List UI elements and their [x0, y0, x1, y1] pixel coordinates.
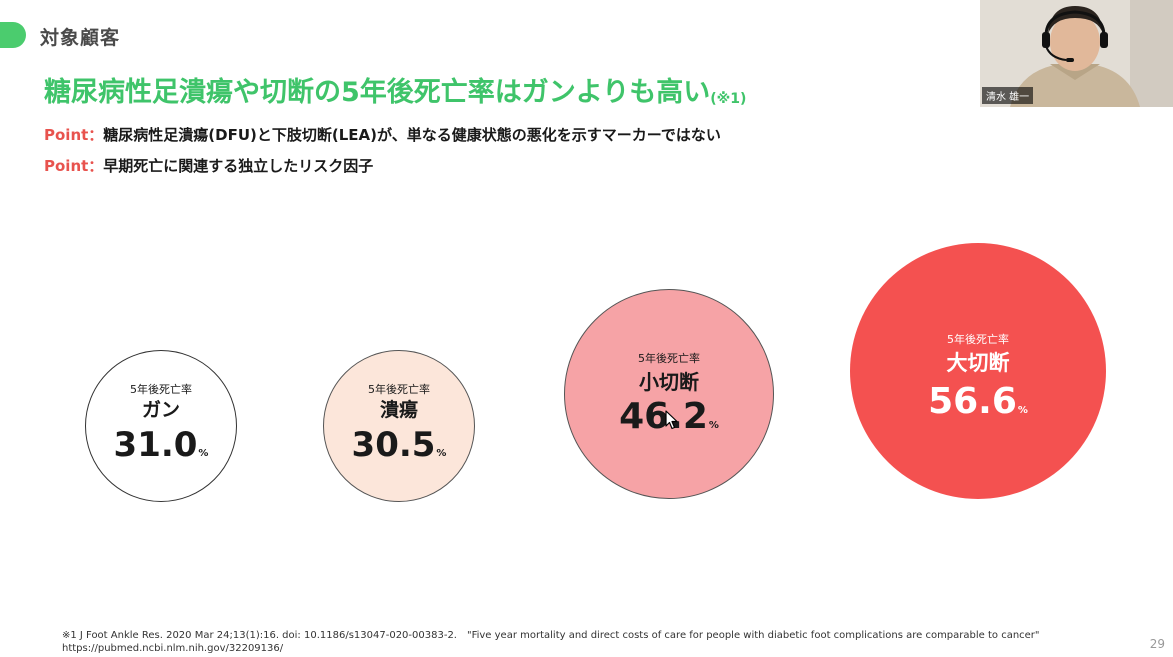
circle-name: 大切断	[946, 351, 1010, 375]
circle-name: ガン	[141, 399, 180, 421]
point-text: 糖尿病性足潰瘍(DFU)と下肢切断(LEA)が、単なる健康状態の悪化を示すマーカ…	[103, 126, 721, 144]
circle-caption: 5年後死亡率	[130, 383, 192, 396]
mouse-cursor-icon	[665, 410, 678, 430]
section-label: 対象顧客	[40, 27, 121, 49]
mortality-circle-cancer: 5年後死亡率 ガン 31.0%	[85, 350, 237, 502]
circle-value-unit: %	[1017, 405, 1028, 416]
circle-value-unit: %	[198, 448, 209, 459]
circle-value: 46.2%	[565, 396, 773, 437]
circle-value-unit: %	[436, 448, 447, 459]
circle-value-number: 56.6	[928, 381, 1017, 422]
participant-name: 清水 雄一	[982, 87, 1034, 104]
slide-title: 糖尿病性足潰瘍や切断の5年後死亡率はガンよりも高い(※1)	[44, 70, 746, 109]
mortality-circle-major-amputation: 5年後死亡率 大切断 56.6%	[850, 243, 1106, 499]
point-label: Point：	[44, 157, 104, 175]
circle-value-number: 46.2	[619, 396, 708, 437]
circle-caption: 5年後死亡率	[638, 352, 700, 365]
circle-value: 56.6%	[850, 381, 1106, 422]
circle-name: 小切断	[639, 370, 699, 394]
circle-caption: 5年後死亡率	[947, 333, 1009, 346]
circle-name: 潰瘍	[379, 399, 418, 421]
slide-title-note: (※1)	[710, 91, 747, 107]
footnote-citation: ※1 J Foot Ankle Res. 2020 Mar 24;13(1):1…	[62, 630, 1040, 641]
circle-caption: 5年後死亡率	[368, 383, 430, 396]
mortality-circle-minor-amputation: 5年後死亡率 小切断 46.2%	[564, 289, 774, 499]
section-marker	[0, 22, 26, 48]
mortality-circle-ulcer: 5年後死亡率 潰瘍 30.5%	[323, 350, 475, 502]
participant-video-icon	[980, 0, 1173, 107]
circle-value: 30.5%	[324, 425, 474, 465]
circle-value-number: 31.0	[113, 425, 198, 465]
webcam-video[interactable]: 清水 雄一	[980, 0, 1173, 107]
circle-value: 31.0%	[86, 425, 236, 465]
point-row-1: Point：糖尿病性足潰瘍(DFU)と下肢切断(LEA)が、単なる健康状態の悪化…	[44, 124, 721, 145]
point-text: 早期死亡に関連する独立したリスク因子	[103, 157, 374, 175]
footnote-link[interactable]: https://pubmed.ncbi.nlm.nih.gov/32209136…	[62, 643, 284, 654]
point-row-2: Point：早期死亡に関連する独立したリスク因子	[44, 155, 373, 176]
slide-title-text: 糖尿病性足潰瘍や切断の5年後死亡率はガンよりも高い	[44, 77, 711, 108]
circle-value-number: 30.5	[351, 425, 436, 465]
point-label: Point：	[44, 126, 104, 144]
page-number: 29	[1149, 637, 1165, 651]
circle-value-unit: %	[708, 420, 719, 431]
footnote: ※1 J Foot Ankle Res. 2020 Mar 24;13(1):1…	[62, 629, 1040, 655]
